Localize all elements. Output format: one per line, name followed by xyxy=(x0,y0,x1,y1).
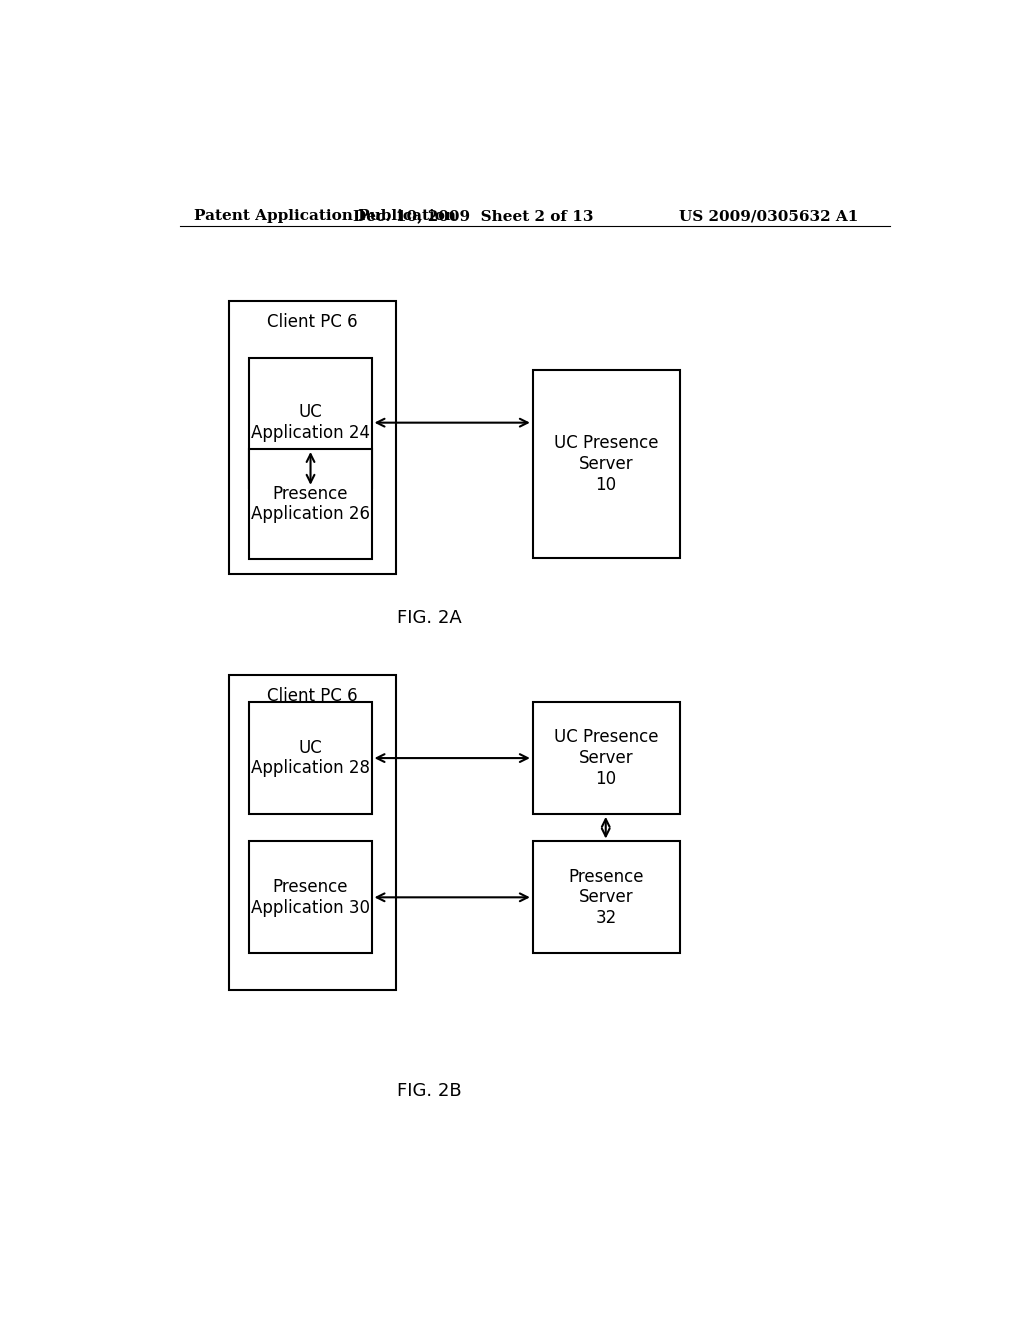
Bar xyxy=(228,301,396,574)
Bar xyxy=(249,358,372,487)
Text: Presence
Application 30: Presence Application 30 xyxy=(251,878,370,916)
Text: UC
Application 24: UC Application 24 xyxy=(251,404,370,442)
Text: Presence
Application 26: Presence Application 26 xyxy=(251,484,370,523)
Bar xyxy=(532,841,680,953)
Text: Client PC 6: Client PC 6 xyxy=(267,686,357,705)
Text: US 2009/0305632 A1: US 2009/0305632 A1 xyxy=(679,210,858,223)
Text: FIG. 2A: FIG. 2A xyxy=(397,609,462,627)
Text: FIG. 2B: FIG. 2B xyxy=(397,1082,462,1101)
Text: UC Presence
Server
10: UC Presence Server 10 xyxy=(554,729,658,788)
Text: UC
Application 28: UC Application 28 xyxy=(251,739,370,777)
Text: Dec. 10, 2009  Sheet 2 of 13: Dec. 10, 2009 Sheet 2 of 13 xyxy=(353,210,594,223)
Bar xyxy=(228,675,396,990)
Bar xyxy=(249,449,372,558)
Bar xyxy=(249,702,372,814)
Bar xyxy=(532,702,680,814)
Text: Presence
Server
32: Presence Server 32 xyxy=(568,867,644,927)
Bar xyxy=(249,841,372,953)
Bar xyxy=(532,370,680,558)
Text: UC Presence
Server
10: UC Presence Server 10 xyxy=(554,434,658,494)
Text: Client PC 6: Client PC 6 xyxy=(267,313,357,331)
Text: Patent Application Publication: Patent Application Publication xyxy=(194,210,456,223)
